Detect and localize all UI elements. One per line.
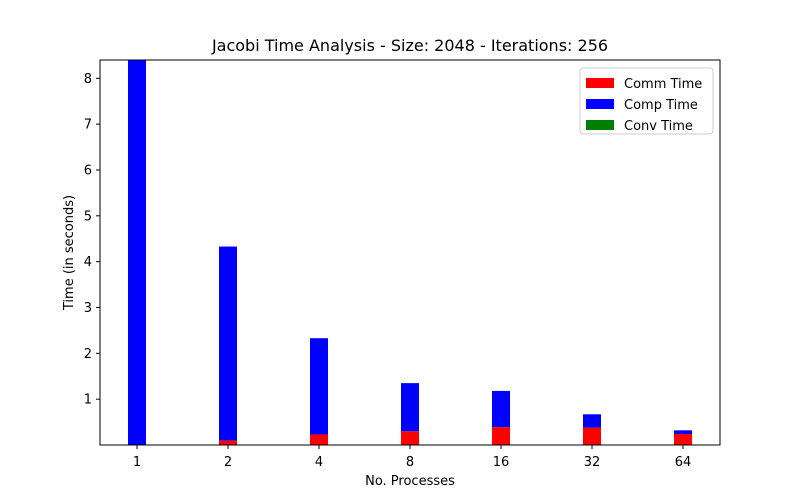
legend: Comm Time Comp Time Conv Time [579,67,714,135]
bar-comm-time-16 [492,427,510,445]
bar-comp-time-64 [674,430,692,434]
x-tick-label: 1 [133,455,141,470]
x-tick-label: 2 [224,455,232,470]
y-tick-label: 8 [84,72,92,87]
bar-comp-time-2 [219,246,237,441]
y-axis-label: Time (in seconds) [62,195,77,311]
bar-comm-time-2 [219,440,237,445]
y-tick-label: 6 [84,164,92,179]
bar-comp-time-8 [401,383,419,432]
bar-comp-time-32 [583,414,601,428]
legend-swatch-comm-time [586,78,614,88]
legend-swatch-comp-time [586,99,614,109]
x-tick-label: 16 [493,455,510,470]
bar-comm-time-8 [401,431,419,445]
x-axis-label: No. Processes [365,474,455,489]
legend-swatch-conv-time [586,120,614,130]
bar-comp-time-1 [128,60,146,445]
x-tick-label: 32 [584,455,601,470]
y-tick-label: 4 [84,255,92,270]
y-tick-label: 7 [84,118,92,133]
y-tick-label: 3 [84,301,92,316]
bar-comp-time-4 [310,338,328,435]
bar-comp-time-16 [492,390,510,428]
legend-label-comp-time: Comp Time [624,98,698,113]
bar-comm-time-32 [583,427,601,445]
chart-title: Jacobi Time Analysis - Size: 2048 - Iter… [211,36,608,55]
y-tick-label: 5 [84,209,92,224]
y-axis: 1 2 3 4 5 6 7 8 [84,72,100,408]
x-tick-label: 4 [315,455,323,470]
bar-comm-time-4 [310,434,328,445]
legend-label-comm-time: Comm Time [624,77,702,92]
bar-comm-time-64 [674,434,692,445]
bars-group [128,60,692,445]
x-axis: 1 2 4 8 16 32 64 [133,445,691,470]
x-tick-label: 8 [406,455,414,470]
legend-label-conv-time: Conv Time [624,119,693,134]
y-tick-label: 1 [84,393,92,408]
x-tick-label: 64 [675,455,692,470]
y-tick-label: 2 [84,347,92,362]
